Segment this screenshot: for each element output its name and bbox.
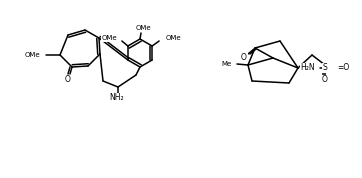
Text: NH₂: NH₂ [110, 93, 124, 103]
Text: Me: Me [222, 61, 232, 67]
Text: OMe: OMe [135, 25, 151, 31]
Text: OMe: OMe [166, 35, 182, 41]
Text: O: O [322, 75, 328, 85]
Text: H₂N: H₂N [300, 64, 315, 72]
Text: OMe: OMe [24, 52, 40, 58]
Text: OMe: OMe [101, 35, 117, 41]
Text: O: O [65, 75, 71, 85]
Text: =O: =O [337, 64, 349, 72]
Text: S: S [323, 64, 327, 72]
Text: O: O [241, 53, 247, 62]
